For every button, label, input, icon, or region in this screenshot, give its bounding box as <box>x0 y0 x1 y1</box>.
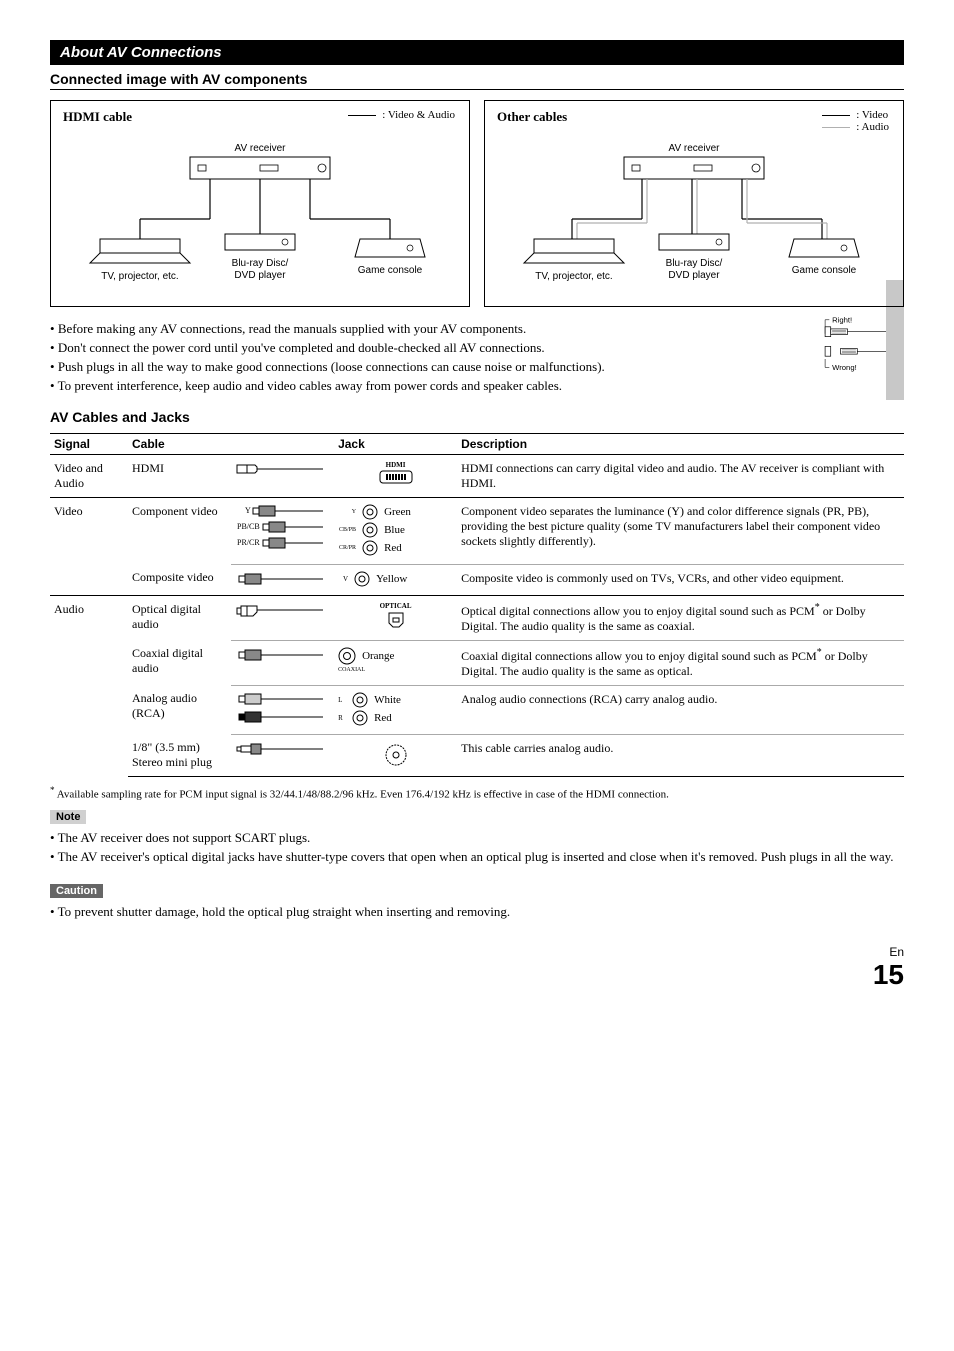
cell-jack <box>334 734 457 777</box>
cell-desc: Analog audio connections (RCA) carry ana… <box>457 685 904 734</box>
bullet: The AV receiver's optical digital jacks … <box>50 849 904 866</box>
other-svg: AV receiver TV, projector, etc. Bl <box>497 139 891 289</box>
th-signal: Signal <box>50 433 128 454</box>
bullet: To prevent shutter damage, hold the opti… <box>50 904 904 921</box>
jack-top-label: OPTICAL <box>338 602 453 610</box>
cell-cable-img <box>231 685 334 734</box>
jack-bottom-label: COAXIAL <box>338 667 453 673</box>
bullet: Before making any AV connections, read t… <box>50 321 904 338</box>
cell-desc: Coaxial digital connections allow you to… <box>457 640 904 685</box>
legend-label: : Video <box>856 109 888 121</box>
bullet: Don't connect the power cord until you'v… <box>50 340 904 357</box>
svg-text:Game console: Game console <box>792 265 857 276</box>
svg-text:PR/CR: PR/CR <box>237 538 260 547</box>
cell-cable: HDMI <box>128 454 231 497</box>
cell-desc: Composite video is commonly used on TVs,… <box>457 564 904 595</box>
cell-jack: V Yellow <box>334 564 457 595</box>
jack-color: Yellow <box>376 573 407 585</box>
cell-cable: Coaxial digital audio <box>128 640 231 685</box>
diagram-row: HDMI cable : Video & Audio AV receiver T… <box>50 100 904 307</box>
th-desc: Description <box>457 433 904 454</box>
footnote-text: Available sampling rate for PCM input si… <box>57 789 669 801</box>
other-title: Other cables <box>497 109 567 125</box>
cell-cable: Optical digital audio <box>128 595 231 640</box>
cell-cable-img <box>231 734 334 777</box>
cell-signal: Video and Audio <box>50 454 128 497</box>
cell-cable: Analog audio (RCA) <box>128 685 231 734</box>
cell-cable-img: Y PB/CB PR/CR <box>231 497 334 564</box>
hdmi-title: HDMI cable <box>63 109 132 125</box>
hdmi-diagram: HDMI cable : Video & Audio AV receiver T… <box>50 100 470 307</box>
cell-jack: Y Green CB/PB Blue CR/PR Red <box>334 497 457 564</box>
caution-label: Caution <box>50 884 103 898</box>
cell-desc: Component video separates the luminance … <box>457 497 904 564</box>
cell-cable-img <box>231 595 334 640</box>
cell-jack: Orange COAXIAL <box>334 640 457 685</box>
jack-side: V <box>338 575 348 583</box>
cell-cable-img <box>231 454 334 497</box>
th-cable: Cable <box>128 433 334 454</box>
jack-side: CR/PR <box>338 545 356 551</box>
jack-side: CB/PB <box>338 527 356 533</box>
svg-text:PB/CB: PB/CB <box>237 522 260 531</box>
svg-text:DVD player: DVD player <box>668 270 720 281</box>
jack-color: Green <box>384 506 411 518</box>
svg-text:AV receiver: AV receiver <box>669 143 721 154</box>
svg-text:Blu-ray Disc/: Blu-ray Disc/ <box>666 258 723 269</box>
th-jack: Jack <box>334 433 457 454</box>
cell-cable: Composite video <box>128 564 231 595</box>
jack-color: Blue <box>384 524 405 536</box>
svg-text:Y: Y <box>245 506 251 515</box>
legend-label: : Audio <box>856 121 889 133</box>
jack-side: R <box>338 714 346 722</box>
svg-text:Right!: Right! <box>832 317 852 325</box>
svg-text:Game console: Game console <box>358 265 423 276</box>
cell-signal: Video <box>50 497 128 595</box>
main-bullets: Before making any AV connections, read t… <box>50 321 904 395</box>
svg-text:Blu-ray Disc/: Blu-ray Disc/ <box>232 258 289 269</box>
svg-text:Wrong!: Wrong! <box>832 363 857 372</box>
jack-color: Red <box>384 542 402 554</box>
cell-signal: Audio <box>50 595 128 777</box>
svg-text:TV, projector, etc.: TV, projector, etc. <box>535 271 612 282</box>
cables-header: AV Cables and Jacks <box>50 409 904 425</box>
hdmi-svg: AV receiver TV, projector, etc. Blu-ray … <box>63 139 457 289</box>
cell-cable: Component video <box>128 497 231 564</box>
cell-jack: OPTICAL <box>334 595 457 640</box>
jack-color: Orange <box>362 650 394 662</box>
bullet: To prevent interference, keep audio and … <box>50 378 904 395</box>
cable-table: Signal Cable Jack Description Video and … <box>50 433 904 778</box>
jack-side: Y <box>338 509 356 515</box>
caution-bullets: To prevent shutter damage, hold the opti… <box>50 904 904 921</box>
other-diagram: Other cables : Video : Audio AV receiver <box>484 100 904 307</box>
cell-cable: 1/8" (3.5 mm) Stereo mini plug <box>128 734 231 777</box>
connected-image-header: Connected image with AV components <box>50 71 904 90</box>
cell-desc: HDMI connections can carry digital video… <box>457 454 904 497</box>
page-lang: En <box>50 945 904 959</box>
legend-label: : Video & Audio <box>382 109 455 121</box>
other-legend: : Video : Audio <box>822 109 889 133</box>
page-num: 15 <box>50 959 904 991</box>
cell-cable-img <box>231 640 334 685</box>
bullet: Push plugs in all the way to make good c… <box>50 359 904 376</box>
cell-cable-img <box>231 564 334 595</box>
note-label: Note <box>50 810 86 824</box>
svg-text:TV, projector, etc.: TV, projector, etc. <box>101 271 178 282</box>
svg-text:DVD player: DVD player <box>234 270 286 281</box>
receiver-label: AV receiver <box>235 143 287 154</box>
hdmi-legend: : Video & Audio <box>348 109 455 121</box>
cell-jack: L White R Red <box>334 685 457 734</box>
cell-jack: HDMI <box>334 454 457 497</box>
footnote: * Available sampling rate for PCM input … <box>50 785 904 802</box>
jack-color: Red <box>374 712 392 724</box>
page-number: En 15 <box>50 945 904 991</box>
bullet: The AV receiver does not support SCART p… <box>50 830 904 847</box>
jack-color: White <box>374 694 401 706</box>
cell-desc: Optical digital connections allow you to… <box>457 595 904 640</box>
cell-desc: This cable carries analog audio. <box>457 734 904 777</box>
jack-side: L <box>338 696 346 704</box>
jack-top-label: HDMI <box>338 461 453 469</box>
note-bullets: The AV receiver does not support SCART p… <box>50 830 904 866</box>
section-title: About AV Connections <box>50 40 904 65</box>
